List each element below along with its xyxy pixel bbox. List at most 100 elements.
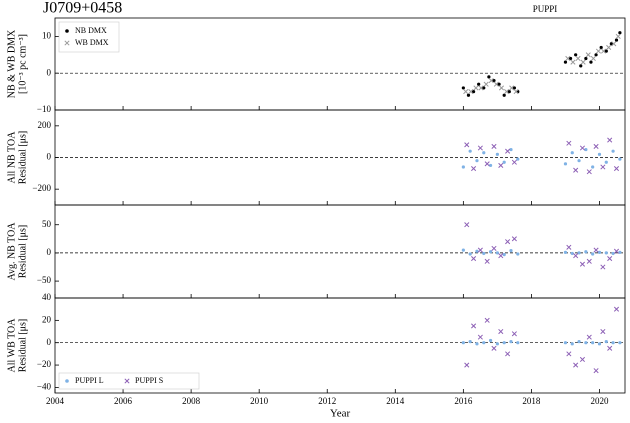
- point: [509, 339, 513, 344]
- y-tick-label: −10: [37, 104, 52, 114]
- point: [475, 342, 479, 346]
- point: [589, 60, 593, 64]
- point: [502, 93, 506, 97]
- point: [604, 339, 608, 344]
- y-tick-label: 0: [47, 67, 52, 77]
- plot-frame: [54, 17, 626, 111]
- point: [570, 151, 574, 155]
- y-axis-label: Avg. NB TOA: [6, 222, 17, 281]
- legend-label: PUPPI L: [75, 376, 104, 385]
- point: [611, 251, 615, 256]
- point: [585, 52, 591, 58]
- legend-marker: [65, 29, 69, 33]
- point: [475, 159, 479, 163]
- point: [568, 56, 573, 61]
- y-tick-label: −20: [37, 359, 52, 369]
- point: [570, 251, 574, 256]
- point: [618, 341, 622, 345]
- point: [573, 362, 579, 368]
- point: [513, 89, 519, 95]
- point: [615, 33, 621, 39]
- x-tick-label: 2010: [250, 396, 269, 406]
- point: [614, 38, 619, 42]
- point: [471, 323, 477, 329]
- point: [461, 248, 465, 252]
- point: [466, 93, 471, 97]
- point: [609, 42, 613, 46]
- point: [570, 342, 574, 346]
- point: [477, 247, 483, 253]
- point: [471, 255, 477, 262]
- point: [566, 244, 572, 250]
- point: [477, 145, 483, 151]
- point: [468, 89, 474, 95]
- point: [565, 55, 571, 62]
- point: [595, 48, 602, 54]
- legend-label: WB DMX: [75, 38, 109, 47]
- x-axis-label: Year: [330, 408, 351, 420]
- point: [511, 331, 517, 337]
- point: [497, 82, 501, 86]
- point: [488, 78, 494, 84]
- point: [475, 249, 479, 253]
- point: [574, 53, 578, 57]
- point: [613, 306, 620, 312]
- point: [563, 162, 568, 166]
- point: [507, 90, 511, 94]
- y-axis-label: Residual [μs]: [17, 131, 28, 184]
- point: [579, 261, 586, 267]
- point: [601, 48, 607, 54]
- point: [516, 341, 520, 345]
- point: [575, 55, 581, 62]
- point: [495, 251, 499, 255]
- point: [586, 169, 592, 175]
- point: [579, 64, 583, 68]
- point: [509, 85, 515, 91]
- point: [618, 31, 622, 35]
- point: [464, 222, 470, 228]
- point: [512, 86, 517, 90]
- legend-label: PUPPI S: [135, 376, 163, 385]
- point: [600, 164, 606, 170]
- point: [468, 339, 472, 344]
- point: [511, 236, 517, 242]
- point: [580, 59, 586, 65]
- point: [484, 161, 490, 167]
- point: [600, 328, 606, 335]
- point: [509, 249, 513, 253]
- point: [491, 345, 497, 351]
- legend-box: [58, 372, 200, 390]
- point: [495, 152, 499, 156]
- point: [566, 351, 572, 357]
- point: [483, 81, 489, 87]
- y-tick-label: 50: [42, 219, 52, 229]
- point: [577, 159, 581, 163]
- point: [482, 151, 486, 155]
- point: [498, 328, 504, 335]
- point: [487, 75, 491, 79]
- point: [495, 342, 499, 346]
- y-axis-label: All NB TOA: [6, 131, 17, 184]
- chart-title: J0709+0458: [43, 0, 122, 17]
- x-tick-label: 2014: [386, 396, 405, 406]
- point: [607, 255, 613, 262]
- point: [584, 341, 588, 345]
- annotation: PUPPI: [533, 4, 558, 14]
- x-tick-label: 2018: [522, 396, 541, 406]
- x-tick-label: 2016: [454, 396, 473, 406]
- point: [498, 162, 504, 168]
- x-tick-label: 2004: [46, 396, 65, 406]
- y-tick-label: −200: [32, 183, 51, 193]
- point: [604, 49, 608, 53]
- point: [477, 334, 483, 340]
- point: [464, 362, 470, 368]
- point: [604, 160, 608, 164]
- point: [579, 145, 586, 151]
- point: [618, 157, 622, 161]
- legend-marker: [64, 40, 70, 46]
- point: [498, 253, 504, 259]
- point: [484, 258, 490, 264]
- point: [463, 89, 469, 95]
- point: [611, 149, 615, 153]
- point: [611, 341, 615, 345]
